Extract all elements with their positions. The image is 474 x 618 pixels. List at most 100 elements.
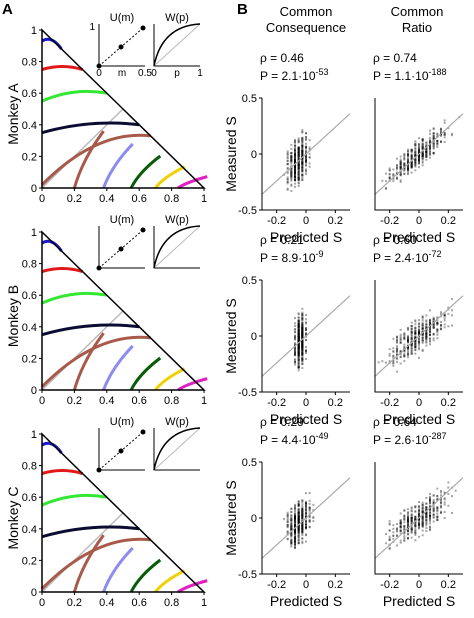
indifference-curve-5: [72, 332, 105, 391]
data-point: [294, 512, 296, 515]
data-point: [301, 146, 304, 149]
data-point: [301, 152, 304, 155]
data-point: [301, 528, 304, 531]
data-point: [297, 518, 300, 521]
data-point: [297, 333, 300, 336]
data-point: [410, 161, 413, 164]
data-point: [301, 512, 304, 515]
data-point: [297, 344, 300, 347]
data-point: [410, 517, 413, 520]
data-point: [443, 491, 446, 494]
data-point: [294, 168, 296, 171]
data-point: [290, 520, 293, 523]
data-point: [414, 343, 417, 346]
data-point: [403, 332, 406, 335]
y-tick-label: 0.8: [22, 461, 37, 473]
data-point: [297, 149, 300, 152]
data-point: [418, 331, 420, 334]
data-point: [429, 333, 431, 336]
data-point: [414, 150, 417, 153]
data-point: [301, 169, 304, 172]
data-point: [410, 165, 413, 168]
data-point: [421, 507, 424, 510]
data-point: [410, 149, 413, 152]
data-point: [294, 178, 296, 181]
data-point: [432, 128, 435, 131]
data-point: [410, 148, 413, 151]
data-point: [294, 338, 296, 341]
data-point: [403, 515, 406, 518]
data-point: [286, 523, 289, 526]
data-point: [290, 519, 293, 522]
data-point: [425, 511, 428, 514]
data-point: [396, 341, 398, 344]
data-point: [421, 523, 424, 526]
indifference-curve-9: [177, 175, 208, 190]
data-point: [436, 519, 439, 522]
data-point: [297, 535, 300, 538]
data-point: [436, 144, 439, 147]
data-point: [297, 518, 300, 521]
data-point: [301, 523, 304, 526]
data-point: [407, 154, 409, 157]
data-point: [414, 330, 417, 333]
data-point: [392, 524, 395, 527]
data-point: [407, 160, 409, 163]
data-point: [294, 525, 296, 528]
data-point: [418, 356, 420, 359]
data-point: [301, 327, 304, 330]
data-point: [429, 515, 431, 518]
data-point: [399, 171, 402, 174]
data-point: [305, 526, 307, 529]
data-point: [301, 339, 304, 342]
data-point: [407, 152, 409, 155]
data-point: [407, 348, 409, 351]
data-point: [410, 531, 413, 534]
data-point: [414, 153, 417, 156]
data-point: [429, 500, 431, 503]
data-point: [290, 540, 293, 543]
data-point: [447, 306, 450, 309]
data-point: [407, 168, 409, 171]
data-point: [297, 514, 300, 517]
data-point: [418, 508, 420, 511]
data-point: [410, 165, 413, 168]
data-point: [301, 145, 304, 148]
data-point: [305, 164, 307, 167]
data-point: [399, 179, 402, 182]
data-point: [436, 510, 439, 513]
data-point: [294, 529, 296, 532]
data-point: [421, 151, 424, 154]
data-point: [432, 513, 435, 516]
data-point: [297, 333, 300, 336]
data-point: [410, 149, 413, 152]
data-point: [407, 530, 409, 533]
data-point: [290, 156, 293, 159]
data-point: [297, 172, 300, 175]
data-point: [294, 343, 296, 346]
data-point: [301, 537, 304, 540]
data-point: [297, 339, 300, 342]
data-point: [403, 526, 406, 529]
data-point: [407, 164, 409, 167]
data-point: [290, 524, 293, 527]
data-point: [301, 530, 304, 533]
data-point: [294, 165, 296, 168]
data-point: [305, 508, 307, 511]
y-tick-label: 0: [31, 183, 37, 195]
data-point: [388, 529, 391, 532]
data-point: [301, 161, 304, 164]
data-point: [297, 329, 300, 332]
data-point: [308, 139, 311, 142]
data-point: [410, 153, 413, 156]
p-exponent: -53: [316, 67, 329, 77]
data-point: [407, 352, 409, 355]
data-point: [301, 527, 304, 530]
data-point: [410, 509, 413, 512]
data-point: [286, 524, 289, 527]
data-point: [301, 175, 304, 178]
data-point: [294, 169, 296, 172]
data-point: [403, 164, 406, 167]
data-point: [297, 148, 300, 151]
